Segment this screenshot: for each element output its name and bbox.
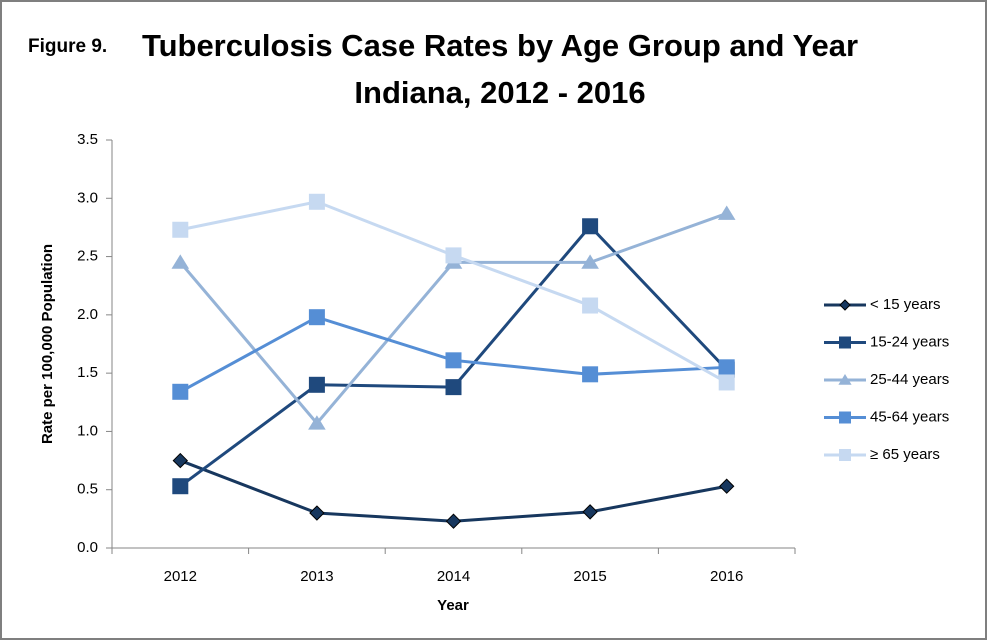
legend-label: 45-64 years [870,408,949,425]
marker [445,513,462,529]
marker [718,478,735,494]
y-tick-label: 0.0 [77,539,98,556]
x-tick-label: 2013 [300,568,333,585]
marker [445,247,462,264]
marker [308,193,325,210]
marker [582,504,598,520]
x-axis-title: Year [437,597,469,614]
y-tick-label: 3.5 [77,131,98,148]
y-tick-label: 2.0 [77,306,98,323]
legend-label: ≥ 65 years [870,446,940,463]
chart-title: Tuberculosis Case Rates by Age Group and… [142,28,858,63]
x-tick-label: 2016 [710,568,743,585]
legend-marker [839,336,851,349]
chart-title: Indiana, 2012 - 2016 [354,75,645,110]
marker [718,374,735,391]
y-tick-label: 2.5 [77,248,98,265]
marker [717,205,736,220]
x-tick-label: 2015 [573,568,606,585]
marker [308,309,325,326]
marker [172,383,189,400]
marker [581,254,599,269]
marker [172,221,189,238]
x-tick-label: 2012 [164,568,197,585]
marker [582,366,599,383]
marker [582,218,599,235]
figure-label: Figure 9. [28,36,107,57]
marker [445,352,462,369]
y-tick-label: 1.5 [77,364,98,381]
legend-marker [839,411,851,424]
legend-label: < 15 years [870,296,940,313]
legend-label: 25-44 years [870,371,949,388]
x-tick-label: 2014 [437,568,470,585]
legend-marker [839,449,851,461]
y-tick-label: 3.0 [77,189,98,206]
y-axis-title: Rate per 100,000 Population [39,244,56,444]
marker [445,379,462,396]
legend-marker [838,374,852,385]
marker [172,452,189,469]
marker [308,376,325,393]
legend-label: 15-24 years [870,333,949,350]
marker [718,359,735,376]
marker [582,297,599,314]
y-tick-label: 0.5 [77,481,98,498]
marker [172,478,189,495]
marker [309,505,325,521]
marker [308,415,326,430]
marker [171,254,190,269]
legend-marker [839,299,851,311]
y-tick-label: 1.0 [77,422,98,439]
